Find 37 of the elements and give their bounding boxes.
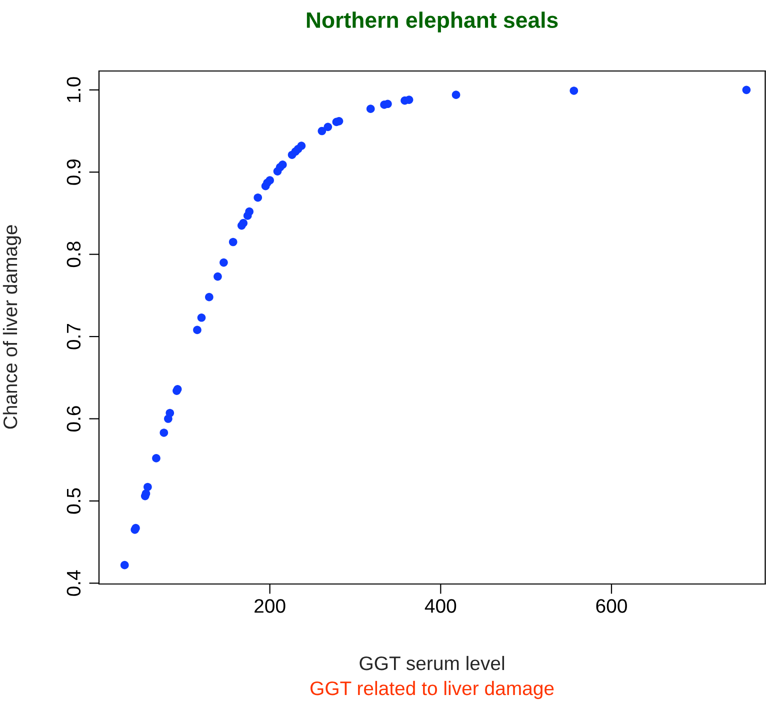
point xyxy=(144,482,152,492)
x-tick-label: 200 xyxy=(254,599,286,613)
y-tick-label: 0.5 xyxy=(66,488,81,514)
point xyxy=(245,207,254,216)
point xyxy=(197,313,206,322)
text: GGT related to liver damage xyxy=(310,680,554,700)
y-tick-label: 0.6 xyxy=(66,406,81,432)
y-tick-label: 0.9 xyxy=(66,160,81,185)
x-axis-title: GGT serum level xyxy=(360,656,504,670)
chart-title: Northern elephant seals xyxy=(306,12,558,32)
x-tick-label: 400 xyxy=(424,599,456,613)
y-axis-title: Chance of liver damage xyxy=(2,225,22,429)
point xyxy=(152,454,160,462)
point xyxy=(228,238,238,246)
point xyxy=(254,193,262,202)
point xyxy=(160,428,168,437)
point xyxy=(366,104,375,113)
point xyxy=(278,160,287,169)
point xyxy=(166,408,174,418)
point xyxy=(452,90,460,100)
y-tick-label: 0.4 xyxy=(66,570,81,596)
point xyxy=(742,86,751,94)
point xyxy=(266,176,274,185)
point xyxy=(205,292,214,302)
point xyxy=(297,142,306,150)
point xyxy=(220,258,228,267)
point xyxy=(318,126,326,136)
point xyxy=(239,218,248,228)
point xyxy=(214,272,222,281)
point xyxy=(193,326,202,334)
x-tick-label: 600 xyxy=(596,599,627,613)
point xyxy=(570,86,578,95)
y-tick-label: 0.8 xyxy=(66,242,81,268)
y-tick-label: 1.0 xyxy=(66,77,81,102)
y-tick-label: 0.7 xyxy=(66,324,81,350)
point xyxy=(120,560,129,570)
point xyxy=(324,122,332,132)
